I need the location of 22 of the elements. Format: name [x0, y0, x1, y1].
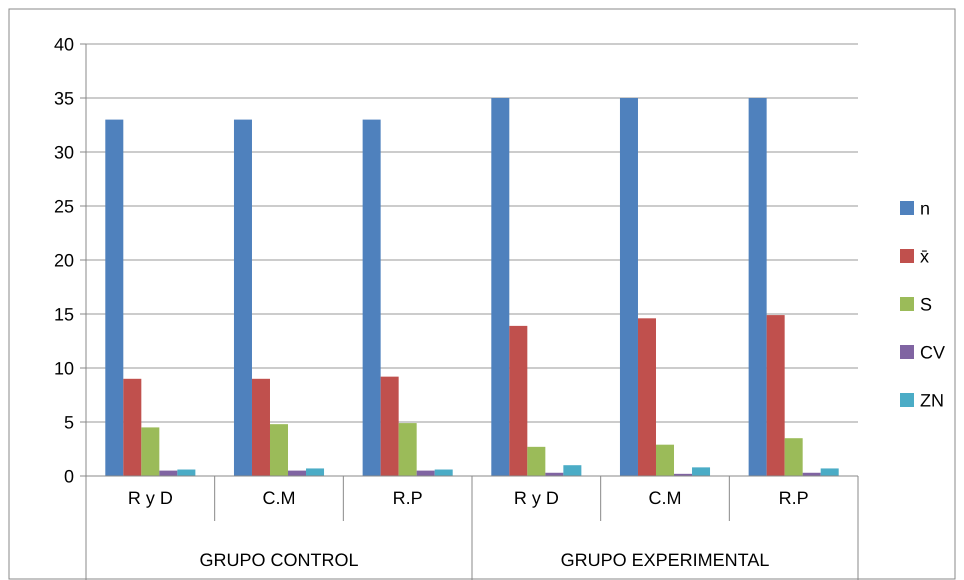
text: GRUPO CONTROL: [199, 550, 359, 570]
x-tick-label: R.P: [392, 488, 423, 508]
text: GRUPO EXPERIMENTAL: [560, 550, 770, 570]
legend-label: CV: [920, 342, 946, 362]
y-tick-label: 0: [64, 466, 74, 486]
x-tick-label: R y D: [128, 488, 173, 508]
x-tick-label: R.P: [778, 488, 809, 508]
x-tick-label: C.M: [648, 488, 682, 508]
x-tick-label: R y D: [514, 488, 559, 508]
y-tick-label: 25: [54, 196, 74, 216]
y-tick-label: 20: [54, 250, 74, 270]
x-tick-label: C.M: [262, 488, 296, 508]
y-tick-label: 35: [54, 88, 74, 108]
y-tick-label: 5: [64, 412, 74, 432]
y-tick-label: 40: [54, 34, 74, 54]
legend-label: ZN: [920, 390, 944, 410]
y-tick-label: 30: [54, 142, 74, 162]
legend-label: x̄: [920, 246, 929, 266]
legend-label: S: [920, 294, 932, 314]
legend-label: n: [920, 198, 930, 218]
y-tick-label: 10: [54, 358, 74, 378]
y-tick-label: 15: [54, 304, 74, 324]
